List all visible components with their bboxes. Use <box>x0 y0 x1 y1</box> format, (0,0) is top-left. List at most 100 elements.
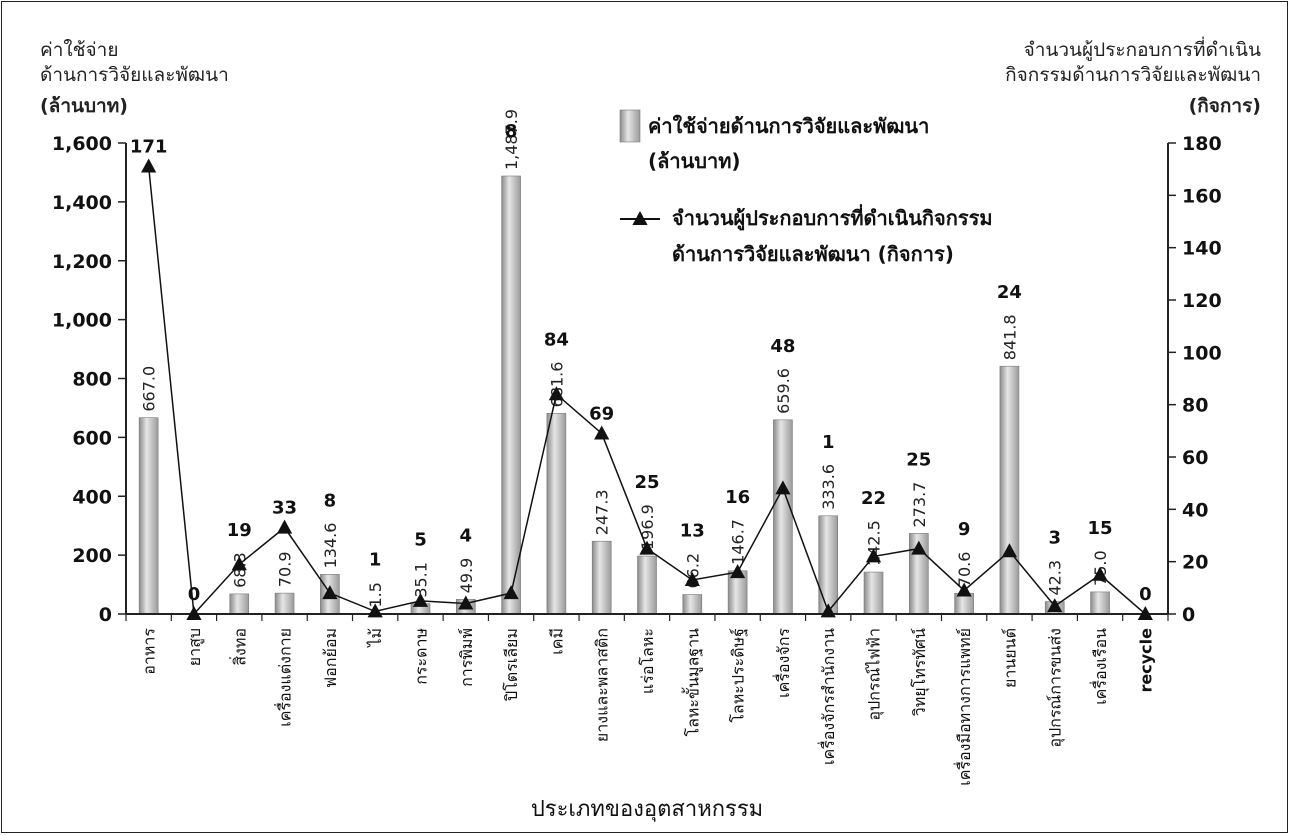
category-label: โลหะประดิษฐ์ <box>729 628 748 723</box>
line-value-label: 22 <box>861 488 886 509</box>
bar-value-label: 333.6 <box>819 464 838 510</box>
category-label: เครื่องแต่งกาย <box>274 628 295 727</box>
line-marker <box>865 548 882 563</box>
left-tick-label: 1,600 <box>52 133 112 155</box>
bar-value-label: 146.7 <box>729 519 748 565</box>
category-label: วิทยุโทรทัศน์ <box>910 628 930 716</box>
x-axis-title: ประเภทของอุตสาหกรรม <box>531 797 763 822</box>
bar-value-label: 667.0 <box>140 366 159 412</box>
line-marker <box>322 585 338 600</box>
right-tick-label: 100 <box>1182 342 1222 364</box>
right-axis-title-line2: กิจกรรมด้านการวิจัยและพัฒนา <box>1005 64 1261 86</box>
category-label: สิ่งทอ <box>228 628 249 666</box>
line-value-label: 8 <box>324 490 337 511</box>
line-marker <box>684 571 700 586</box>
left-axis-title-line2: ด้านการวิจัยและพัฒนา <box>40 64 229 86</box>
bar <box>863 571 884 615</box>
right-axis-title-line1: จำนวนผู้ประกอบการที่ดำเนิน <box>1023 39 1261 61</box>
line-marker <box>820 603 836 618</box>
legend-bar-label-line2: (ล้านบาท) <box>648 149 741 173</box>
category-label: ยาสูบ <box>185 628 205 666</box>
bar <box>229 593 250 615</box>
line-marker <box>1001 543 1018 558</box>
bar <box>138 417 159 615</box>
line-value-label: 48 <box>770 336 795 357</box>
line-marker <box>956 582 972 597</box>
line-value-label: 69 <box>589 403 614 424</box>
bar <box>591 540 612 615</box>
legend-bar-label-line1: ค่าใช้จ่ายด้านการวิจัยและพัฒนา <box>648 114 929 138</box>
category-label: ไม้ <box>366 628 385 649</box>
bar-value-label: 42.3 <box>1046 560 1065 596</box>
line-marker <box>367 603 383 618</box>
line-value-label: 4 <box>460 525 473 546</box>
right-tick-label: 160 <box>1182 185 1222 207</box>
line-value-label: 19 <box>227 520 252 541</box>
category-label: เครื่องจักร <box>772 628 793 698</box>
legend: ค่าใช้จ่ายด้านการวิจัยและพัฒนา (ล้านบาท) จ… <box>619 109 993 266</box>
left-axis-unit: (ล้านบาท) <box>40 95 128 117</box>
legend-line-label-line2: ด้านการวิจัยและพัฒนา (กิจการ) <box>672 242 954 266</box>
bar-value-label: 70.6 <box>955 552 974 588</box>
right-tick-label: 120 <box>1182 290 1222 312</box>
line-value-label: 9 <box>958 519 971 540</box>
category-label: recycle <box>1136 628 1155 693</box>
left-tick-label: 1,400 <box>52 192 112 214</box>
line-value-label: 0 <box>188 584 201 605</box>
line-value-label: 1 <box>369 550 382 571</box>
line-value-label: 25 <box>634 472 659 493</box>
legend-line-marker <box>632 211 648 225</box>
bar <box>682 594 703 615</box>
line-value-label: 1 <box>822 432 835 453</box>
bar-value-label: 247.3 <box>593 489 612 535</box>
category-label: เคมี <box>547 628 566 655</box>
axes: 02004006008001,0001,2001,4001,6000204060… <box>52 133 1222 626</box>
category-label: เครื่องจักรสำนักงาน <box>817 628 838 765</box>
right-tick-label: 40 <box>1182 499 1208 521</box>
line-value-label: 3 <box>1048 528 1061 549</box>
line-marker <box>503 585 519 600</box>
line-marker <box>186 606 202 620</box>
line-value-label: 16 <box>725 487 750 508</box>
line-value-label: 13 <box>680 521 705 542</box>
bar-value-label: 273.7 <box>910 482 929 528</box>
category-label: อุปกรณ์การขนส่ง <box>1046 628 1066 748</box>
line-marker <box>730 564 746 579</box>
category-label: โลหะขั้นมูลฐาน <box>681 628 703 737</box>
line-marker <box>231 556 247 571</box>
line-marker <box>458 595 474 610</box>
category-labels: อาหาร ยาสูบ สิ่งทอ เครื่องแต่งกาย ฟอกย้อม ไม้… <box>140 628 1156 786</box>
left-tick-label: 400 <box>72 486 112 508</box>
right-tick-label: 60 <box>1182 447 1208 469</box>
line-marker <box>1092 566 1108 581</box>
bar-value-label: 35.1 <box>411 562 430 598</box>
line-marker <box>276 519 293 534</box>
category-label: กระดาษ <box>411 628 430 685</box>
right-axis-unit: (กิจการ) <box>1188 95 1261 117</box>
line-marker <box>548 386 564 401</box>
bar <box>818 515 839 615</box>
bar-series <box>138 175 1110 615</box>
line-value-label: 15 <box>1088 518 1113 539</box>
category-label: เครื่องมือทางการแพทย์ <box>953 628 974 786</box>
line-value-label: 25 <box>906 449 931 470</box>
right-tick-label: 20 <box>1182 552 1208 574</box>
bar-value-label: 70.9 <box>276 552 295 588</box>
legend-bar-swatch <box>619 109 641 143</box>
left-tick-label: 1,200 <box>52 251 112 273</box>
right-tick-label: 0 <box>1182 604 1195 626</box>
line-marker <box>594 425 610 440</box>
left-tick-label: 800 <box>72 369 112 391</box>
category-label: อาหาร <box>140 628 159 675</box>
bar <box>773 419 793 615</box>
left-tick-label: 0 <box>99 604 112 626</box>
bar <box>546 413 567 615</box>
category-label: ฟอกย้อม <box>321 628 340 688</box>
category-label: ยางและพลาสติก <box>593 628 612 742</box>
line-marker <box>639 540 655 555</box>
category-label: อุปกรณ์ไฟฟ้า <box>865 628 885 721</box>
bar-value-label: 841.8 <box>1000 314 1019 360</box>
